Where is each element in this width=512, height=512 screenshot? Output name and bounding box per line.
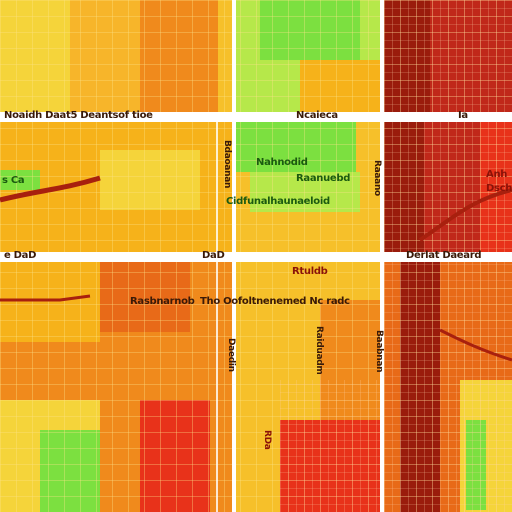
road-horizontal-mid [0, 252, 512, 262]
road-horizontal-north [0, 112, 512, 122]
street-label-top-mid: Ncaieca [296, 110, 338, 121]
district-label-green-1: Nahnodid [256, 157, 308, 168]
street-label-mid-right: Derlat Daeard [406, 250, 482, 261]
street-label-top-left: Noaidh Daat5 Deantsof tioe [4, 110, 153, 121]
street-label-mid-left: e DaD [4, 250, 37, 261]
road-vertical-center [232, 0, 236, 512]
street-label-mid-small: DaD [202, 250, 225, 261]
district-label-left-mid: s Ca [2, 175, 25, 186]
vertical-label-2: Raaano [372, 160, 382, 196]
district-label-main: Tho Oofoltnenemed Nc radc [200, 296, 350, 307]
road-vertical-east [380, 0, 384, 512]
district-label-green-2: Raanuebd [296, 173, 351, 184]
street-label-top-right: Ia [458, 110, 468, 121]
vertical-label-6: RDa [262, 430, 272, 450]
pocket-label: Rtuldb [292, 266, 328, 277]
vertical-label-4: Raiduadm [314, 326, 324, 375]
district-label-red-2: Dsch [486, 183, 512, 194]
vertical-label-3: Daedin [226, 338, 236, 372]
vertical-label-5: Baabnan [374, 330, 384, 373]
district-label-green-3: Cidfunalhaunaeloid [226, 196, 330, 207]
district-label-bottom-left: Rasbnarnob [130, 296, 195, 307]
district-label-red-1: Anh [486, 169, 508, 180]
vertical-label-1: Bdaoanan [222, 140, 232, 189]
